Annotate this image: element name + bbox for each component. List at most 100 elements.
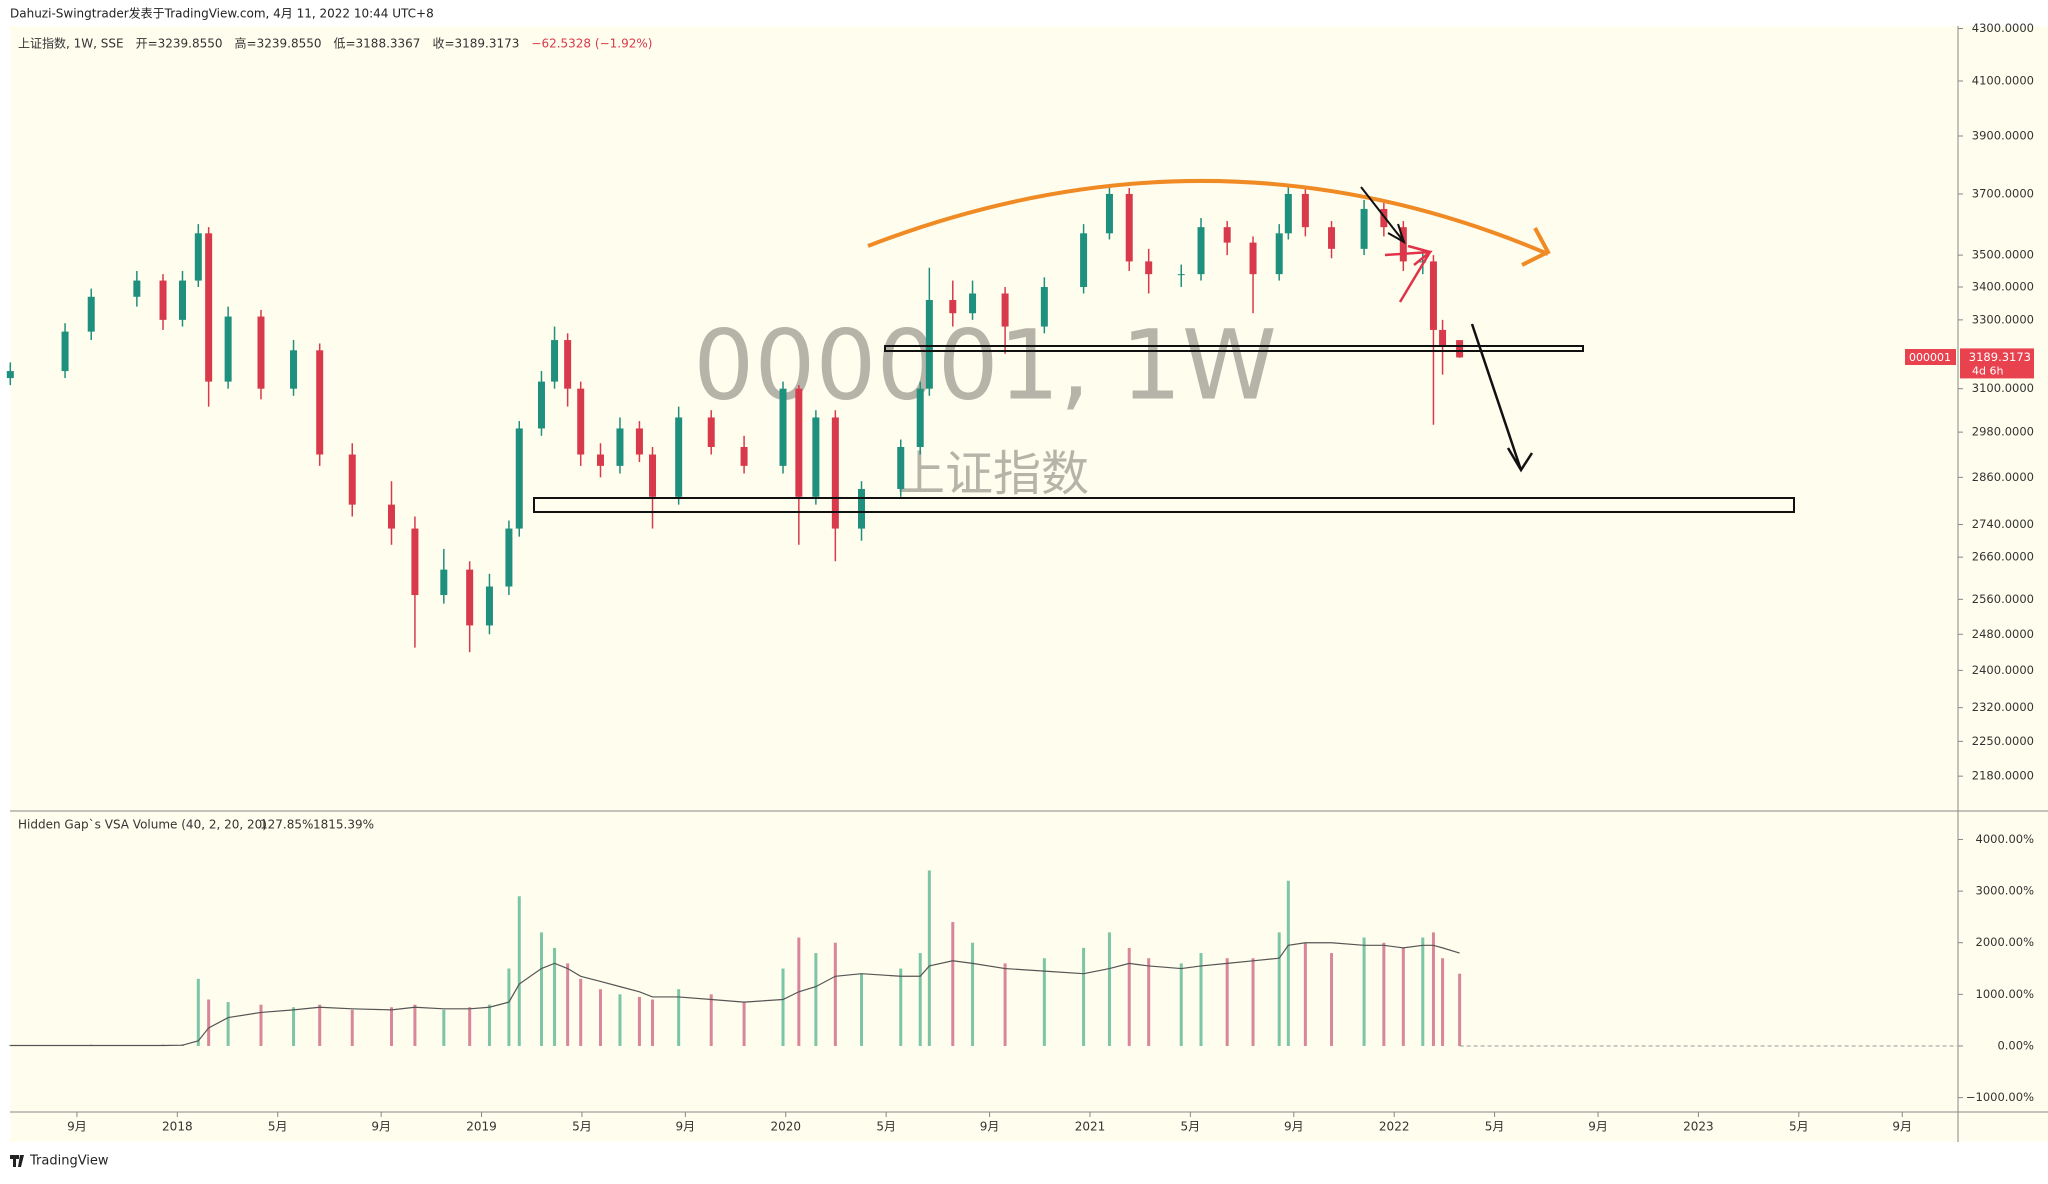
arrow (1384, 244, 1433, 303)
support-zone (884, 345, 1584, 352)
y-tick-label: 4000.00% (1976, 832, 2035, 846)
y-tick-label: 4100.0000 (1972, 73, 2034, 87)
volume-bar (1330, 953, 1334, 1046)
candle-body (1456, 340, 1464, 358)
volume-bar (1421, 937, 1425, 1046)
volume-bar (350, 1009, 354, 1046)
candle-body (1040, 287, 1048, 327)
price-tag-value: 3189.3173 (1969, 350, 2031, 364)
candle-body (411, 528, 419, 596)
candle-body (564, 340, 572, 389)
arc-head (1521, 227, 1551, 267)
candle-body (1145, 261, 1153, 275)
candle-body (1429, 261, 1437, 330)
candle-body (159, 280, 167, 320)
candle-body (1284, 193, 1292, 234)
indicator-value: 127.85% (260, 818, 313, 832)
y-tick-label: 2000.00% (1976, 935, 2035, 949)
volume-bar (579, 978, 583, 1046)
candle-body (194, 233, 202, 281)
header: Dahuzi-Swingtrader发表于TradingView.com, 4月… (10, 6, 434, 21)
logo-icon (10, 1155, 24, 1167)
volume-bar (781, 968, 785, 1046)
x-tick-label: 5月 (876, 1120, 896, 1134)
volume-bar (971, 942, 975, 1046)
x-tick-label: 5月 (268, 1120, 288, 1134)
volume-bar (196, 978, 200, 1046)
x-tick-label: 2018 (162, 1120, 193, 1134)
candle-body (440, 569, 448, 596)
y-tick-label: 3700.0000 (1972, 186, 2034, 200)
volume-bar (487, 1004, 491, 1046)
volume-bar (1303, 942, 1307, 1046)
volume-bar (1179, 963, 1183, 1046)
volume-bar (207, 999, 211, 1046)
candle-body (831, 417, 839, 529)
candle-body (505, 528, 513, 587)
y-tick-label: 2250.0000 (1972, 734, 2034, 748)
candle-body (1001, 293, 1009, 327)
x-tick-label: 9月 (980, 1120, 1000, 1134)
volume-bar (677, 989, 681, 1046)
candle-body (740, 447, 748, 466)
support-zone (533, 497, 1795, 513)
candle-body (1275, 233, 1283, 275)
x-tick-label: 9月 (1588, 1120, 1608, 1134)
candle-body (1249, 242, 1257, 275)
candle-body (1105, 193, 1113, 234)
candle-body (707, 417, 715, 448)
candle-body (969, 293, 977, 314)
candle-body (635, 428, 643, 455)
volume-bar (860, 973, 864, 1046)
volume-bar (1441, 958, 1445, 1046)
candle-body (925, 300, 933, 389)
volume-bar (1127, 947, 1131, 1046)
volume-bar (637, 996, 641, 1046)
y-tick-label: 1000.00% (1976, 987, 2035, 1001)
candle-body (1177, 274, 1185, 276)
volume-bar (413, 1004, 417, 1046)
arc (867, 178, 1549, 256)
footer-logo: TradingView (29, 1154, 109, 1169)
volume-bar (618, 994, 622, 1046)
y-tick-label: 0.00% (1997, 1038, 2034, 1052)
y-tick-label: 2180.0000 (1972, 769, 2034, 783)
volume-bar (539, 932, 543, 1046)
y-tick-label: −1000.00% (1966, 1090, 2034, 1104)
volume-bar (833, 942, 837, 1046)
drawings (533, 178, 1795, 513)
volume-bar (468, 1007, 472, 1046)
y-tick-label: 2320.0000 (1972, 700, 2034, 714)
volume-bar (1382, 942, 1386, 1046)
volume-ma (10, 942, 1460, 1047)
y-tick-label: 2980.0000 (1972, 425, 2034, 439)
candle-body (812, 417, 820, 497)
volume-bar (899, 968, 903, 1046)
x-tick-label: 9月 (371, 1120, 391, 1134)
candle-body (577, 388, 585, 455)
volume-bar (259, 1004, 263, 1046)
volume-bar (1107, 932, 1111, 1046)
candle-body (675, 417, 683, 497)
candle-body (616, 428, 624, 466)
x-tick-label: 5月 (1485, 1120, 1505, 1134)
candle-body (387, 504, 395, 529)
volume-bar (709, 994, 713, 1046)
symbol-tag-label: 000001 (1909, 351, 1951, 364)
candle-body (949, 300, 957, 314)
volume-bar (742, 1002, 746, 1046)
volume-bar (389, 1007, 393, 1046)
candle-body (795, 388, 803, 497)
legend-item: 高=3239.8550 (235, 36, 322, 51)
y-tick-label: 2740.0000 (1972, 517, 2034, 531)
candle-body (1080, 233, 1088, 288)
candle-body (779, 388, 787, 466)
volume-bar (1147, 958, 1151, 1046)
volume-bar (517, 896, 521, 1046)
volume-bar (1401, 947, 1405, 1046)
y-tick-label: 3300.0000 (1972, 312, 2034, 326)
legend-item: −62.5328 (−1.92%) (531, 37, 652, 51)
candle-body (1197, 227, 1205, 275)
x-tick-label: 2019 (466, 1120, 497, 1134)
